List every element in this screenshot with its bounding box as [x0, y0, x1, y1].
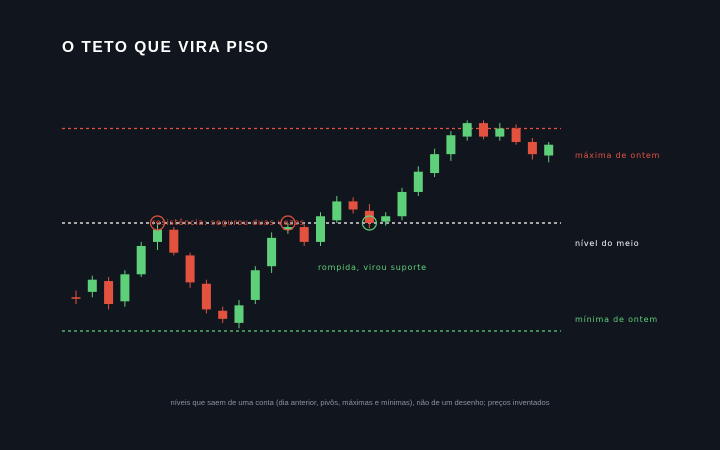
annotation-marker-resistance [149, 215, 166, 231]
candle [544, 142, 554, 163]
candle [430, 148, 440, 178]
candle-body [364, 210, 374, 223]
candle-body [153, 229, 162, 242]
candle [495, 123, 505, 141]
candle-body [413, 171, 423, 192]
candle-body [527, 142, 537, 155]
candle [120, 270, 130, 307]
candle-body [201, 283, 211, 310]
candle [332, 196, 342, 223]
candle [316, 212, 325, 246]
candle [218, 306, 228, 323]
candle [299, 224, 309, 246]
candle [87, 275, 97, 298]
chart-caption: níveis que saem de uma conta (dia anteri… [170, 398, 550, 407]
candles [71, 120, 554, 329]
candle [413, 166, 423, 196]
candle [381, 212, 391, 226]
candle-body [462, 123, 472, 137]
candle-body [120, 274, 130, 302]
candle [185, 252, 195, 288]
annotation-marker-support [361, 215, 377, 231]
candle-body [267, 237, 277, 267]
candle-body [87, 279, 97, 292]
candle-body [332, 201, 342, 221]
level-label-max: máxima de ontem [575, 151, 660, 160]
candle-body [316, 216, 325, 242]
chart-title: O TETO QUE VIRA PISO [62, 39, 270, 56]
candle [136, 241, 146, 277]
level-label-mid: nível do meio [575, 239, 639, 248]
candle-body [397, 191, 407, 217]
candle-body [544, 144, 554, 156]
candle [283, 223, 293, 234]
candle-body [479, 123, 488, 137]
candle [267, 232, 277, 273]
candle [348, 197, 358, 214]
candle-body [218, 310, 228, 319]
candle [479, 120, 488, 140]
candle-body [283, 227, 293, 230]
level-lines [62, 127, 561, 332]
candle-body [71, 297, 81, 299]
candle [397, 187, 407, 221]
candle [446, 131, 456, 161]
annotation-resistance: resistência: segurou duas vezes [152, 217, 305, 227]
candle [462, 120, 472, 141]
candle [71, 290, 81, 304]
candle [104, 277, 114, 310]
candle-body [348, 201, 358, 210]
candle-body [104, 281, 114, 304]
candle-body [250, 270, 260, 300]
candle-body [495, 128, 505, 137]
candle [527, 137, 537, 160]
candle [511, 124, 521, 145]
candle [169, 227, 179, 256]
level-label-min: mínima de ontem [575, 315, 658, 324]
candle-body [169, 229, 179, 253]
candle-body [136, 245, 146, 275]
annotation-marker-resistance [280, 215, 296, 231]
candle-body [185, 255, 195, 283]
candle-body [511, 128, 521, 142]
candle [201, 279, 211, 314]
candle-body [234, 305, 244, 323]
candle [153, 223, 162, 250]
candle-body [381, 216, 391, 222]
candle-body [430, 154, 440, 174]
candle-body [299, 227, 309, 242]
candle [250, 266, 260, 304]
annotation-support: rompida, virou suporte [318, 263, 427, 272]
candle [234, 299, 244, 329]
annotation-markers [149, 215, 377, 231]
candle-body [446, 135, 456, 155]
